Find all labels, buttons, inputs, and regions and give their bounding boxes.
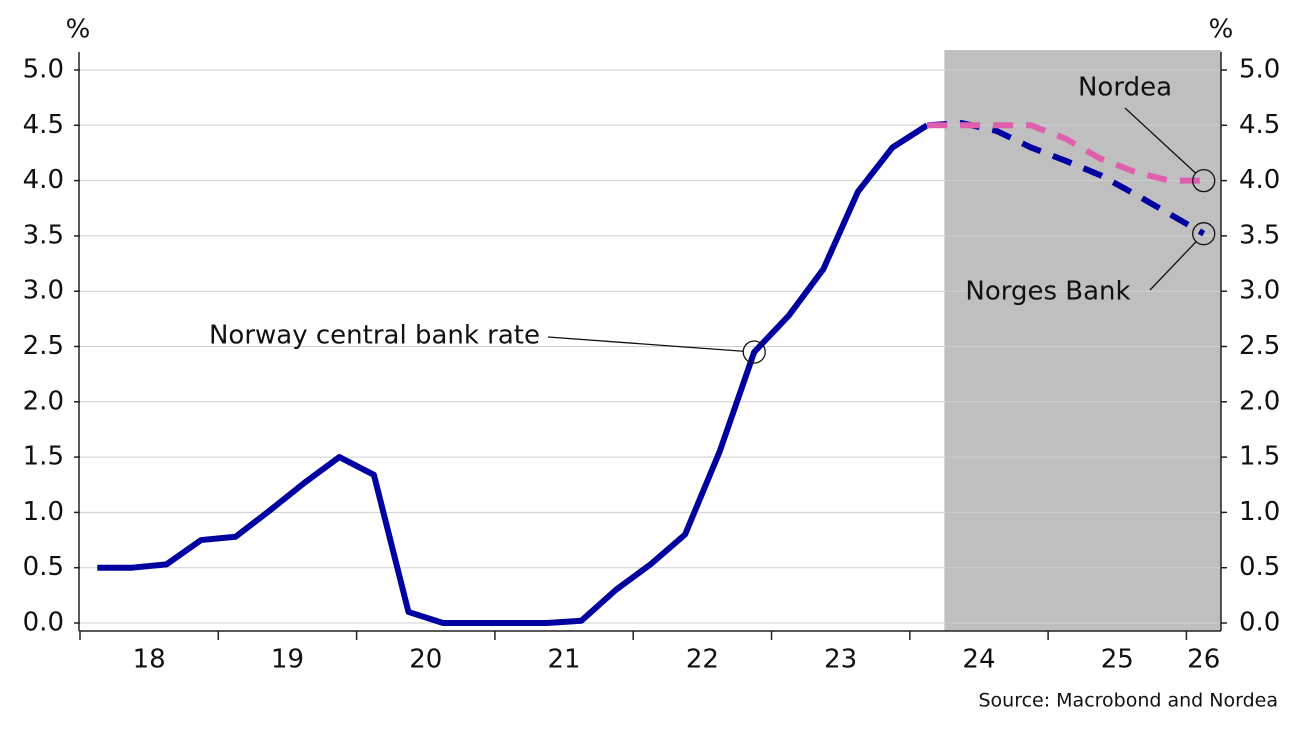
x-tick-label: 26 (1187, 645, 1220, 675)
y-unit: % (66, 15, 91, 45)
y-tick-label: 4.5 (23, 110, 64, 140)
y-tick-label: 4.0 (23, 165, 64, 195)
x-tick-label: 25 (1101, 645, 1134, 675)
annotation: Nordea (1078, 73, 1172, 103)
y2-tick-label: 4.5 (1239, 110, 1280, 140)
annotation-circle (1192, 168, 1216, 193)
y-tick-label: 0.0 (23, 608, 64, 638)
x-tick-label: 22 (686, 645, 719, 675)
y-tick-label: 2.0 (23, 386, 64, 416)
annotation-circle (742, 340, 766, 364)
y2-tick-label: 4.0 (1239, 165, 1280, 195)
y-tick-label: 0.5 (23, 552, 64, 582)
annotation-line (1124, 107, 1197, 174)
x-tick-label: 20 (409, 645, 442, 675)
y2-tick-label: 2.5 (1239, 331, 1280, 361)
y2-tick-label: 0.5 (1239, 552, 1280, 582)
y-tick-label: 1.5 (23, 442, 64, 472)
y2-tick-label: 1.0 (1239, 497, 1280, 527)
y2-unit: % (1209, 15, 1234, 45)
y-tick-label: 5.0 (23, 55, 64, 85)
y2-tick-label: 3.0 (1239, 276, 1280, 306)
y2-tick-label: 0.0 (1239, 608, 1280, 638)
y2-tick-label: 1.5 (1239, 442, 1280, 472)
annotation: Norway central bank rate (209, 321, 540, 351)
series-line (927, 122, 1204, 184)
annotation-line (547, 336, 744, 352)
x-tick-label: 18 (133, 645, 166, 675)
y-tick-label: 3.5 (23, 220, 64, 250)
annotation-circle (1192, 222, 1216, 246)
y2-tick-label: 3.5 (1239, 220, 1280, 250)
y-tick-label: 3.0 (23, 276, 64, 306)
y-tick-label: 2.5 (23, 331, 64, 361)
x-tick-label: 23 (824, 645, 857, 675)
y2-tick-label: 5.0 (1239, 55, 1280, 85)
x-tick-label: 19 (271, 645, 304, 675)
y2-tick-label: 2.0 (1239, 386, 1280, 416)
annotation: Norges Bank (965, 277, 1130, 307)
x-tick-label: 24 (962, 645, 995, 675)
series-line (97, 122, 929, 626)
forecast-shade (944, 50, 1221, 631)
annotation-line (1149, 241, 1197, 291)
source: Source: Macrobond and Nordea (978, 690, 1278, 712)
x-tick-label: 21 (548, 645, 581, 675)
y-tick-label: 1.0 (23, 497, 64, 527)
